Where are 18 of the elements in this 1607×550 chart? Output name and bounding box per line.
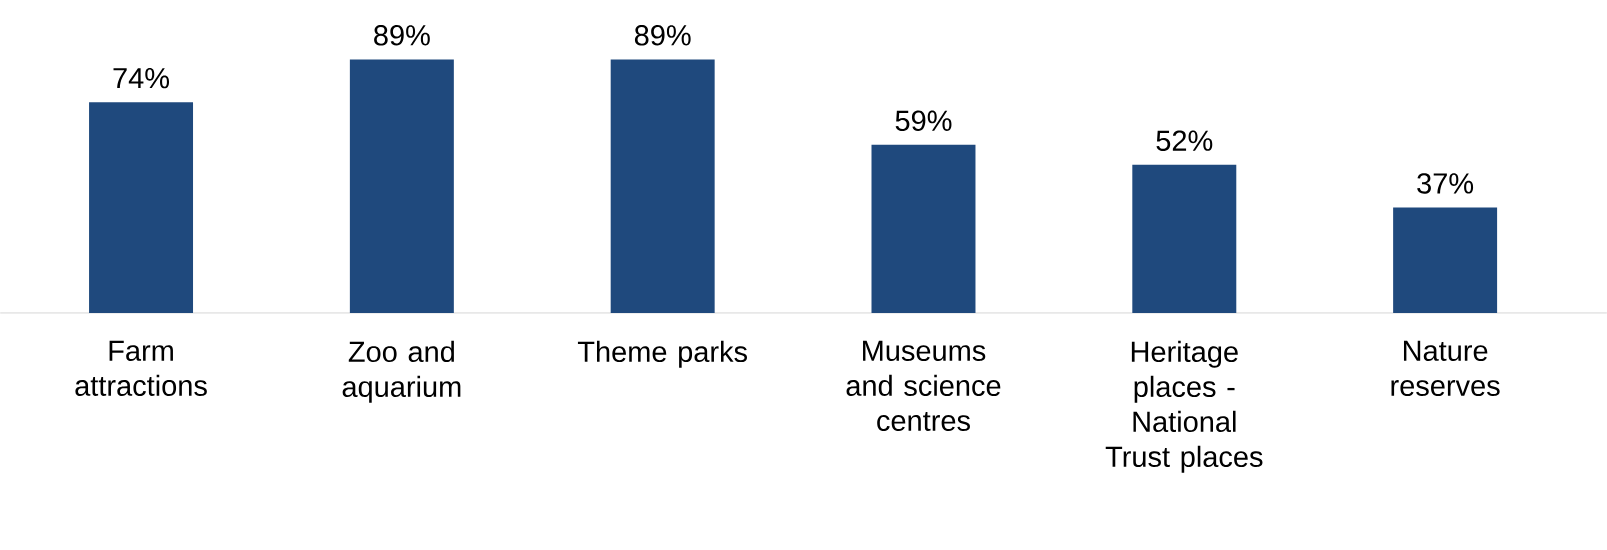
data-label: 37%	[1417, 173, 1474, 194]
bar	[1132, 164, 1237, 313]
data-label: 52%	[1156, 130, 1213, 151]
data-label: 89%	[374, 25, 430, 46]
x-tick-label: Museums and science centres	[846, 340, 1001, 432]
x-tick-label: Nature reserves	[1391, 340, 1500, 397]
data-label: 74%	[113, 68, 170, 89]
x-tick-label: Heritage places - National Trust places	[1105, 340, 1263, 473]
bar	[610, 59, 715, 313]
bar	[1393, 207, 1498, 313]
data-label: 89%	[634, 25, 691, 46]
x-tick-label: Theme parks	[577, 340, 747, 368]
x-tick-label: Zoo and aquarium	[342, 340, 461, 403]
x-tick-label: Farm attractions	[75, 340, 207, 397]
bar	[89, 102, 194, 313]
data-label: 59%	[895, 110, 952, 132]
bar	[871, 144, 976, 313]
bar	[349, 59, 454, 313]
